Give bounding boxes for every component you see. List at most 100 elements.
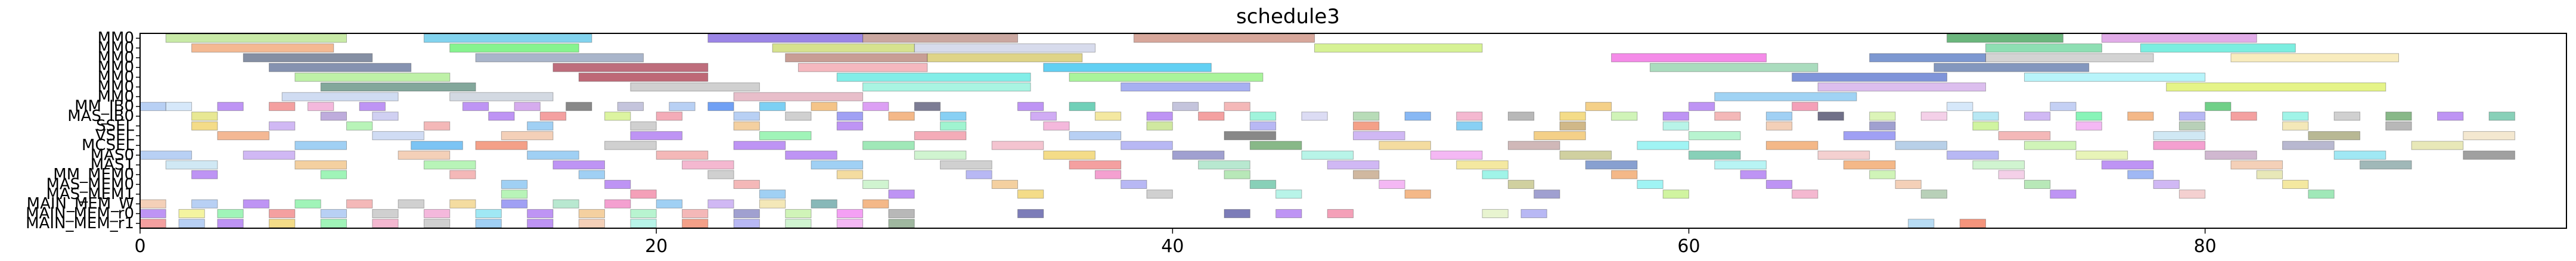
task-bar bbox=[1895, 179, 1922, 189]
task-bar bbox=[1224, 131, 1277, 141]
task-bar bbox=[139, 102, 166, 111]
task-bar bbox=[1043, 150, 1095, 160]
task-bar bbox=[294, 199, 321, 209]
task-bar bbox=[669, 102, 696, 111]
xtick-label: 20 bbox=[645, 236, 668, 257]
task-bar bbox=[191, 170, 218, 179]
task-bar bbox=[501, 179, 528, 189]
task-bar bbox=[1637, 179, 1663, 189]
task-bar bbox=[2282, 141, 2335, 150]
task-bar bbox=[1172, 102, 1199, 111]
task-bar bbox=[423, 121, 451, 130]
task-bar bbox=[2178, 121, 2206, 130]
task-bar bbox=[2127, 170, 2154, 179]
task-bar bbox=[2308, 189, 2335, 199]
task-bar bbox=[243, 150, 296, 160]
ytick-label: VSEL bbox=[95, 127, 135, 145]
task-bar bbox=[2205, 150, 2257, 160]
task-bar bbox=[1030, 111, 1057, 121]
task-bar bbox=[1121, 141, 1173, 150]
task-bar bbox=[1094, 111, 1122, 121]
task-bar bbox=[1817, 82, 1987, 92]
task-bar bbox=[1404, 189, 1431, 199]
task-bar bbox=[1507, 141, 1560, 150]
plot-frame bbox=[139, 33, 2567, 229]
task-bar bbox=[191, 44, 334, 53]
ytick-label: MCSEL bbox=[82, 136, 135, 154]
task-bar bbox=[269, 102, 296, 111]
task-bar bbox=[785, 111, 812, 121]
task-bar bbox=[862, 179, 889, 189]
task-bar bbox=[1456, 111, 1483, 121]
task-bar bbox=[2178, 111, 2206, 121]
task-bar bbox=[1689, 150, 1741, 160]
task-bar bbox=[2050, 102, 2077, 111]
task-bar bbox=[733, 209, 760, 218]
ytick-label: MM0 bbox=[98, 88, 134, 105]
task-bar bbox=[1327, 160, 1380, 170]
task-bar bbox=[1353, 131, 1405, 141]
task-bar bbox=[372, 111, 399, 121]
task-bar bbox=[269, 209, 296, 218]
task-bar bbox=[888, 189, 915, 199]
task-bar bbox=[1792, 189, 1818, 199]
task-bar bbox=[1456, 160, 1509, 170]
task-bar bbox=[423, 160, 476, 170]
task-bar bbox=[1069, 102, 1095, 111]
task-bar bbox=[1534, 131, 1586, 141]
task-bar bbox=[398, 150, 451, 160]
task-bar bbox=[2385, 111, 2412, 121]
task-bar bbox=[217, 102, 244, 111]
task-bar bbox=[1714, 92, 1857, 101]
task-bar bbox=[178, 219, 205, 228]
task-bar bbox=[785, 150, 837, 160]
task-bar bbox=[707, 102, 734, 111]
task-bar bbox=[372, 131, 424, 141]
task-bar bbox=[578, 73, 709, 82]
task-bar bbox=[1249, 111, 1277, 121]
task-bar bbox=[1301, 111, 1328, 121]
task-bar bbox=[139, 199, 166, 209]
task-bar bbox=[940, 160, 992, 170]
task-bar bbox=[1353, 170, 1380, 179]
task-bar bbox=[733, 92, 864, 101]
task-bar bbox=[475, 53, 644, 63]
task-bar bbox=[1249, 121, 1277, 130]
task-bar bbox=[707, 33, 864, 43]
task-bar bbox=[320, 209, 347, 218]
task-bar bbox=[217, 209, 244, 218]
task-bar bbox=[1611, 111, 1638, 121]
task-bar bbox=[1404, 111, 1431, 121]
task-bar bbox=[449, 199, 476, 209]
task-bar bbox=[888, 219, 915, 228]
task-bar bbox=[1456, 121, 1483, 130]
task-bar bbox=[682, 209, 709, 218]
task-bar bbox=[1379, 141, 1431, 150]
task-bar bbox=[1611, 170, 1638, 179]
task-bar bbox=[1482, 209, 1509, 218]
task-bar bbox=[1650, 63, 1818, 72]
task-bar bbox=[836, 219, 864, 228]
task-bar bbox=[630, 189, 657, 199]
task-bar bbox=[191, 121, 218, 130]
task-bar bbox=[836, 170, 864, 179]
task-bar bbox=[475, 209, 502, 218]
task-bar bbox=[1765, 121, 1793, 130]
task-bar bbox=[1908, 219, 1935, 228]
task-bar bbox=[836, 121, 864, 130]
task-bar bbox=[1559, 111, 1586, 121]
task-bar bbox=[1327, 209, 1354, 218]
task-bar bbox=[2256, 170, 2283, 179]
task-bar bbox=[2333, 111, 2360, 121]
ytick-label: MAIN_MEM_r0 bbox=[26, 204, 134, 222]
task-bar bbox=[836, 73, 1031, 82]
task-bar bbox=[1765, 179, 1793, 189]
task-bar bbox=[2075, 121, 2102, 130]
task-bar bbox=[2411, 141, 2464, 150]
task-bar bbox=[578, 170, 606, 179]
task-bar bbox=[165, 160, 218, 170]
task-bar bbox=[914, 44, 1096, 53]
task-bar bbox=[2075, 150, 2128, 160]
task-bar bbox=[2205, 102, 2232, 111]
task-bar bbox=[1792, 73, 1948, 82]
